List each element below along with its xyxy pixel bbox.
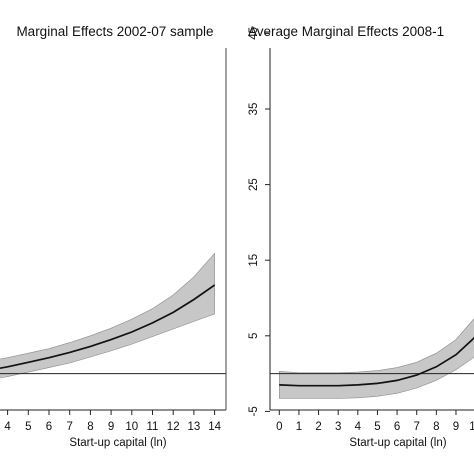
right-y-tick-label-5: 5	[248, 333, 260, 339]
right-panel: Average Marginal Effects 2008-1 -5515253…	[248, 24, 474, 449]
left-x-tick-label-13: 13	[188, 421, 201, 433]
right-panel-title: Average Marginal Effects 2008-1	[248, 24, 444, 39]
right-x-tick-label-4: 4	[355, 421, 362, 433]
right-x-tick-label-6: 6	[394, 421, 400, 433]
right-plot-area	[270, 48, 474, 410]
right-x-tick-label-10: 10	[469, 421, 474, 433]
right-x-axis-title: Start-up capital (ln)	[349, 437, 446, 449]
right-x-tick-label-0: 0	[276, 421, 282, 433]
left-x-tick-label-10: 10	[125, 421, 138, 433]
right-x-tick-label-8: 8	[433, 421, 439, 433]
left-x-tick-label-11: 11	[147, 421, 159, 433]
left-x-tick-label-9: 9	[108, 421, 114, 433]
left-x-tick-label-4: 4	[4, 421, 11, 433]
right-y-tick-label--5: -5	[248, 406, 260, 416]
left-x-tick-label-7: 7	[66, 421, 72, 433]
left-x-tick-label-12: 12	[167, 421, 180, 433]
left-panel: Marginal Effects 2002-07 sample 23456789…	[0, 24, 226, 449]
left-panel-title: Marginal Effects 2002-07 sample	[16, 24, 213, 39]
right-y-tick-label-45: 45	[248, 27, 260, 40]
left-confidence-band	[0, 252, 215, 379]
left-x-axis-title: Start-up capital (ln)	[69, 437, 166, 449]
right-x-tick-label-7: 7	[414, 421, 420, 433]
left-x-tick-label-6: 6	[46, 421, 52, 433]
right-confidence-band	[279, 318, 474, 399]
right-y-tick-label-25: 25	[248, 178, 260, 191]
right-y-tick-label-15: 15	[248, 254, 260, 267]
right-x-tick-label-5: 5	[374, 421, 380, 433]
right-x-tick-label-2: 2	[315, 421, 321, 433]
right-x-tick-label-9: 9	[453, 421, 459, 433]
right-y-tick-label-35: 35	[248, 103, 260, 116]
right-x-tick-label-1: 1	[296, 421, 302, 433]
right-estimate-line	[279, 336, 474, 387]
right-x-tick-label-3: 3	[335, 421, 341, 433]
left-x-tick-label-5: 5	[25, 421, 31, 433]
left-x-tick-label-8: 8	[87, 421, 93, 433]
left-estimate-line	[0, 284, 216, 370]
left-x-tick-label-14: 14	[208, 421, 221, 433]
